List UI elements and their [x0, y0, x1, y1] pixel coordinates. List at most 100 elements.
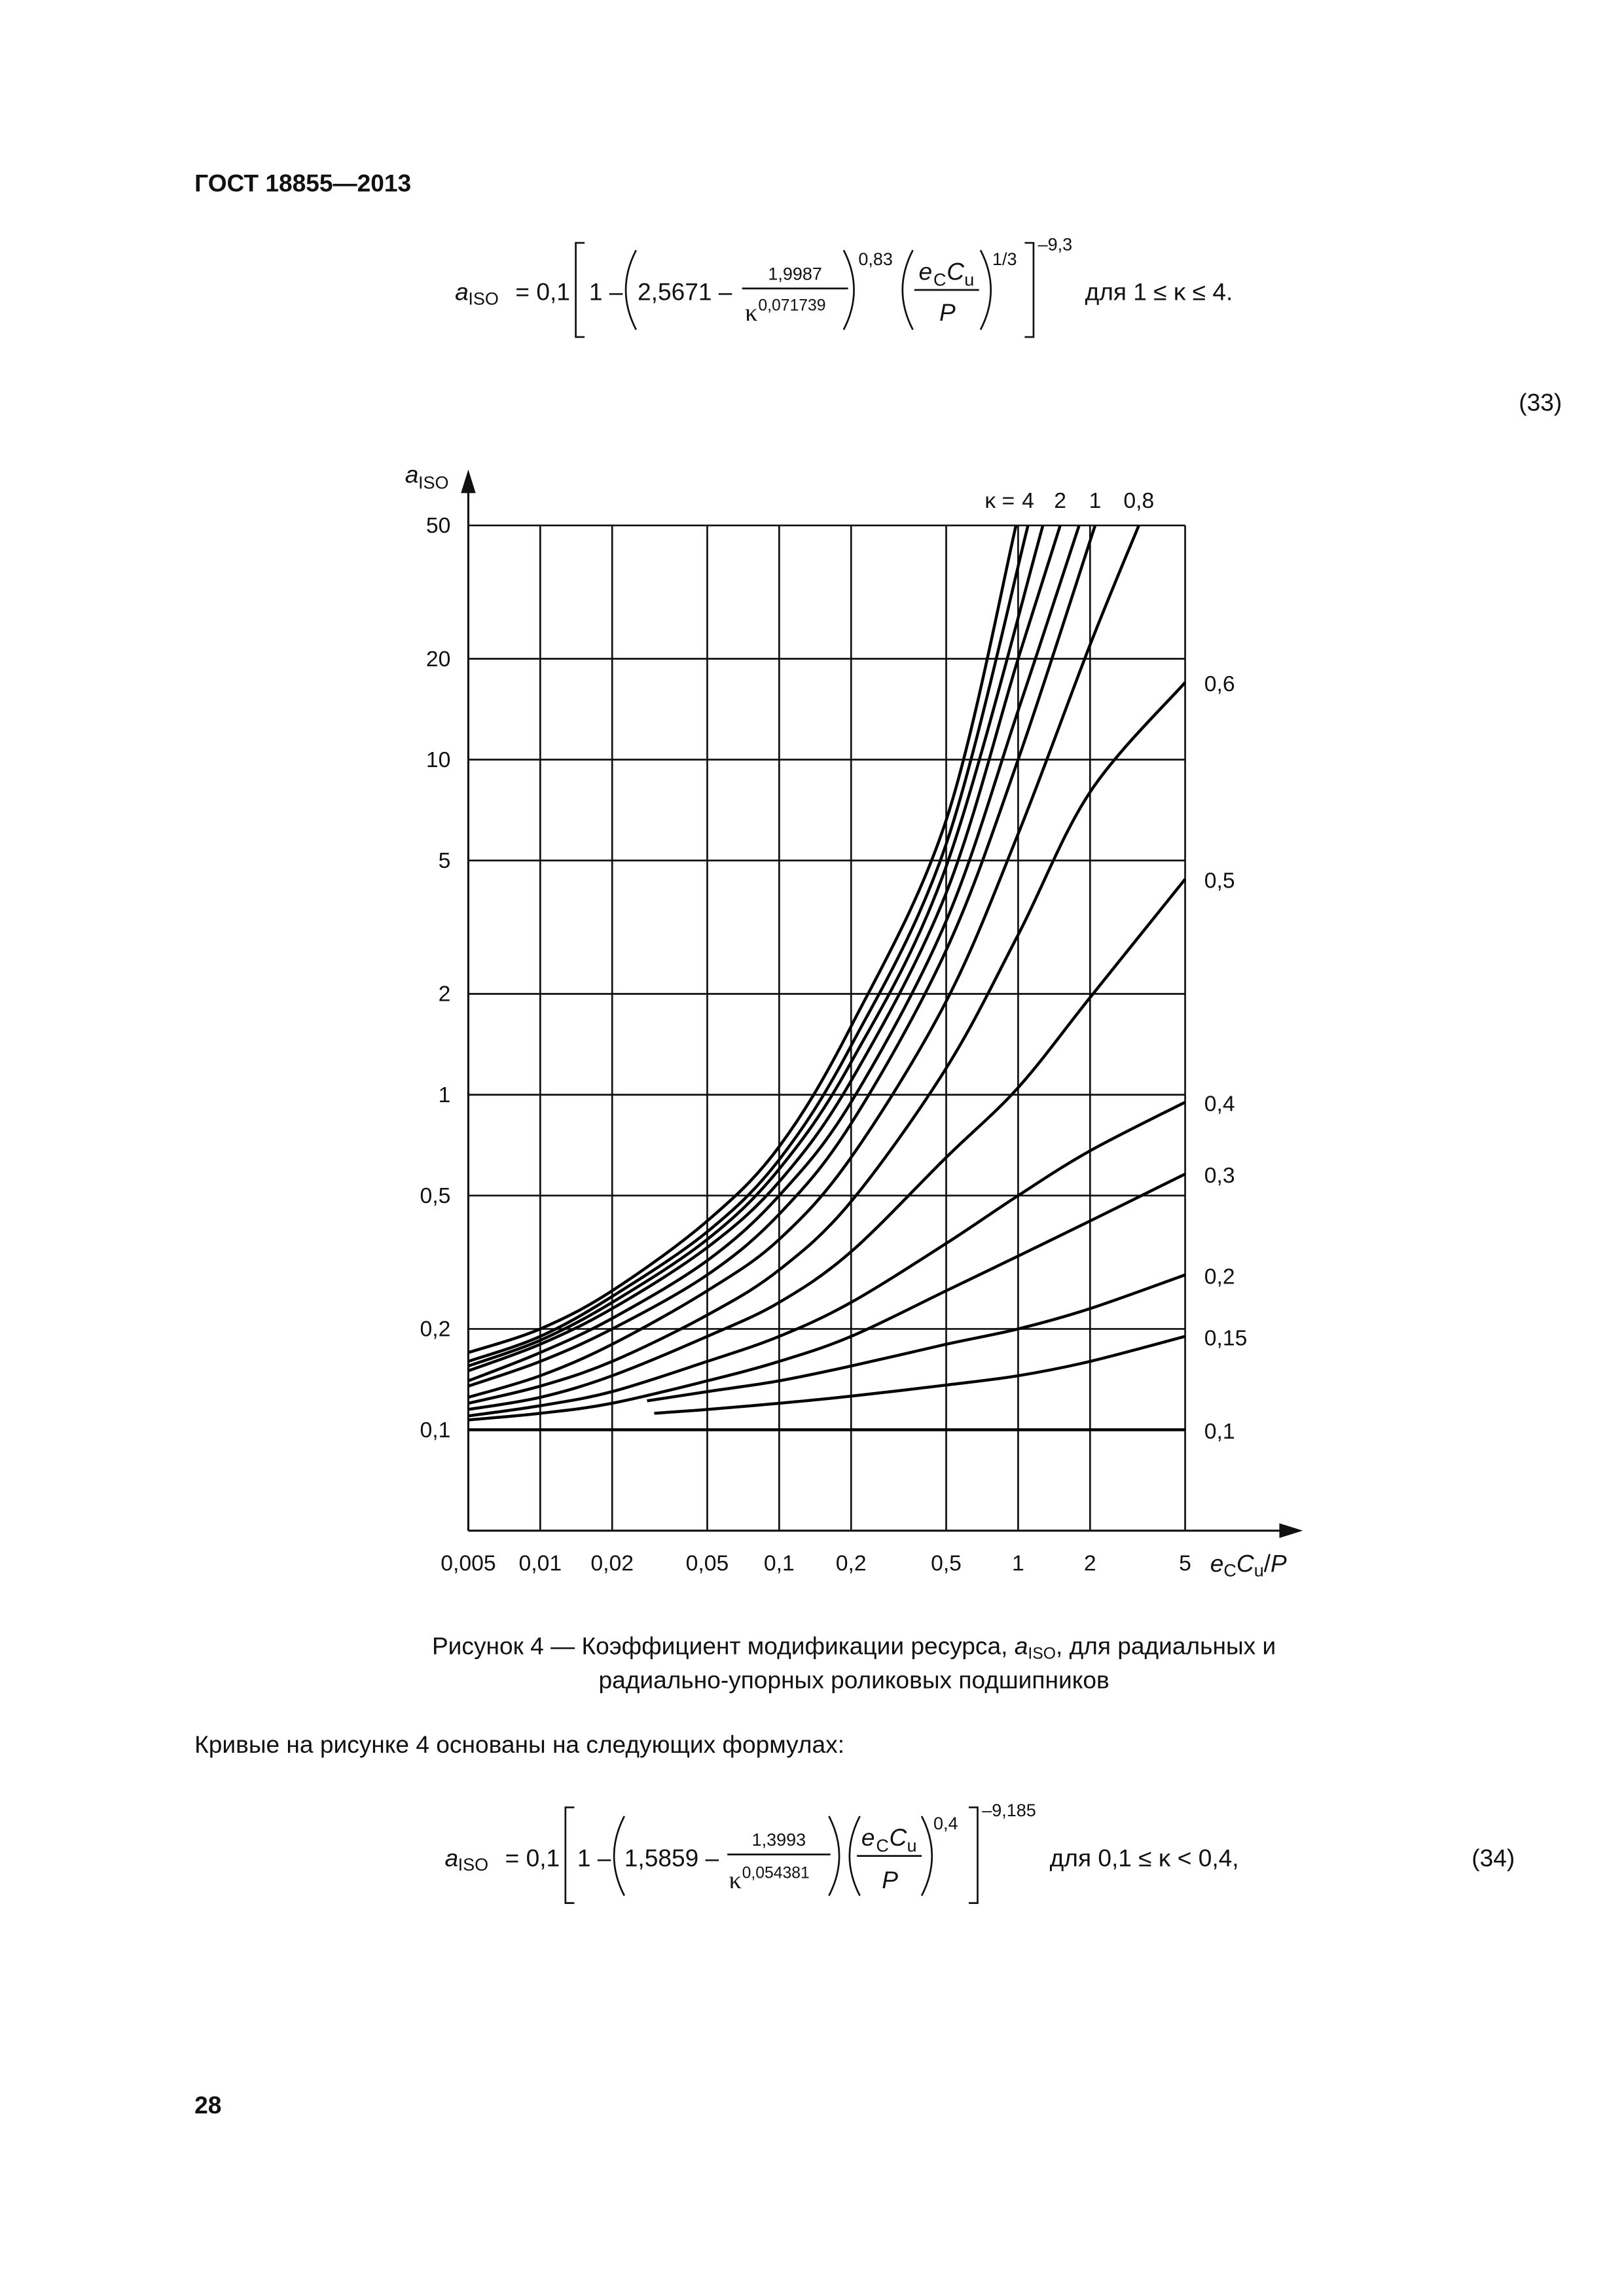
curve-label: 0,1	[1204, 1419, 1235, 1444]
f-exp: –9,3	[1038, 234, 1073, 254]
curve	[467, 525, 1097, 1388]
curve-label: 1	[1089, 488, 1102, 513]
f-e: e	[919, 257, 933, 285]
y-tick-label: 0,5	[420, 1183, 451, 1208]
curve	[654, 1335, 1186, 1415]
formula-33: a ISO = 0,1 1 – 2,5671 – 1,9987 κ 0,0717…	[455, 234, 1562, 416]
curve	[467, 525, 1062, 1372]
paren	[624, 249, 637, 331]
curve-label: 0,4	[1204, 1091, 1235, 1116]
curve-label: 0,5	[1204, 869, 1235, 893]
curve-label: 0,2	[1204, 1264, 1235, 1289]
bracket	[564, 1806, 575, 1904]
f-sub: ISO	[468, 289, 498, 308]
f-num: 1,9987	[768, 264, 822, 283]
curve	[468, 1172, 1186, 1422]
formula-34: a ISO = 0,1 1 – 1,5859 – 1,3993 κ 0,0543…	[444, 1801, 1515, 1904]
x-label: eCCu/P	[1210, 1550, 1287, 1581]
x-tick-label: 2	[1084, 1551, 1096, 1575]
f-kexp: 0,071739	[758, 296, 825, 314]
paren	[901, 249, 914, 331]
curve-label: 0,15	[1204, 1325, 1248, 1350]
x-label-C: C	[1236, 1550, 1254, 1577]
eq-number: (33)	[1519, 388, 1562, 416]
x-tick-label: 0,02	[590, 1551, 634, 1575]
curve-label: 0,6	[1204, 672, 1235, 696]
caption-line1: Рисунок 4 — Коэффициент модификации ресу…	[432, 1632, 1276, 1663]
y-tick-label: 2	[439, 982, 451, 1007]
bracket	[1024, 242, 1035, 338]
f-sub: C	[933, 270, 946, 289]
f-e: e	[861, 1823, 875, 1851]
f-one: 1 –	[577, 1844, 611, 1871]
x-arrow	[1279, 1523, 1303, 1538]
y-tick-label: 5	[439, 848, 451, 873]
y-label-sub: ISO	[418, 473, 448, 493]
f-kexp: 0,054381	[742, 1864, 810, 1882]
f-kappa: κ	[745, 299, 757, 327]
f-c1: 2,5671 –	[638, 278, 732, 306]
curve	[467, 525, 1045, 1368]
page-number: 28	[194, 2091, 221, 2119]
caption-a: a	[1015, 1632, 1028, 1660]
y-tick-label: 1	[439, 1083, 451, 1107]
paragraph: Кривые на рисунке 4 основаны на следующи…	[194, 1731, 844, 1758]
f-eq: = 0,1	[515, 278, 570, 306]
x-tick-label: 0,005	[441, 1551, 496, 1575]
x-tick-label: 0,5	[931, 1551, 962, 1575]
f-cond: для 1 ≤ κ ≤ 4.	[1085, 278, 1233, 306]
f-C: C	[947, 257, 964, 285]
f-num: 1,3993	[752, 1830, 806, 1850]
x-label-e: e	[1210, 1550, 1224, 1577]
x-label-P: P	[1271, 1550, 1287, 1577]
f-cond: для 0,1 ≤ κ < 0,4,	[1050, 1844, 1239, 1871]
f-P: P	[939, 298, 956, 326]
f-c1: 1,5859 –	[624, 1844, 719, 1871]
x-tick-label: 0,05	[686, 1551, 729, 1575]
f-a: a	[444, 1844, 458, 1871]
f-exp: –9,185	[982, 1801, 1036, 1820]
paren	[920, 1816, 933, 1896]
x-tick-label: 1	[1012, 1551, 1024, 1575]
caption-text: , для радиальных и	[1056, 1632, 1276, 1660]
curve	[467, 525, 1030, 1363]
curve-label: 0,8	[1123, 488, 1154, 513]
curve	[468, 1100, 1186, 1418]
paren	[848, 1816, 861, 1896]
caption-sub: ISO	[1028, 1645, 1056, 1662]
f-exp: 0,83	[858, 249, 893, 269]
bracket	[968, 1806, 979, 1904]
chart: a ISO eCCu/P 0,005 0,01 0,02 0,05 0,1 0,2 0,5 1…	[405, 461, 1303, 1581]
f-exp: 1/3	[992, 249, 1017, 269]
x-label-sub: C	[1223, 1560, 1236, 1580]
x-label-sub: u	[1254, 1560, 1264, 1580]
x-tick-label: 5	[1179, 1551, 1191, 1575]
paren	[842, 249, 855, 331]
paren	[828, 1816, 840, 1896]
f-C: C	[890, 1823, 907, 1851]
curve	[647, 1273, 1186, 1403]
y-tick-label: 10	[426, 747, 451, 772]
f-sub: u	[907, 1836, 917, 1856]
paren	[613, 1816, 625, 1896]
f-P: P	[882, 1866, 898, 1893]
f-eq: = 0,1	[505, 1844, 560, 1871]
f-one: 1 –	[589, 278, 623, 306]
f-exp: 0,4	[933, 1814, 958, 1833]
y-label: a	[405, 461, 419, 488]
curve	[467, 524, 1140, 1399]
curve-label: 2	[1054, 488, 1066, 513]
caption-text: Рисунок 4 — Коэффициент модификации ресу…	[432, 1632, 1015, 1660]
x-tick-label: 0,01	[518, 1551, 562, 1575]
curve	[467, 681, 1187, 1405]
bracket	[575, 242, 585, 338]
y-tick-label: 20	[426, 647, 451, 672]
f-a: a	[455, 278, 469, 306]
y-tick-label: 0,1	[420, 1418, 451, 1443]
curve-label: 0,3	[1204, 1163, 1235, 1188]
f-sub: C	[876, 1836, 888, 1856]
curve-label: 4	[1022, 488, 1034, 513]
curve	[467, 525, 1018, 1354]
f-sub: u	[964, 270, 974, 289]
